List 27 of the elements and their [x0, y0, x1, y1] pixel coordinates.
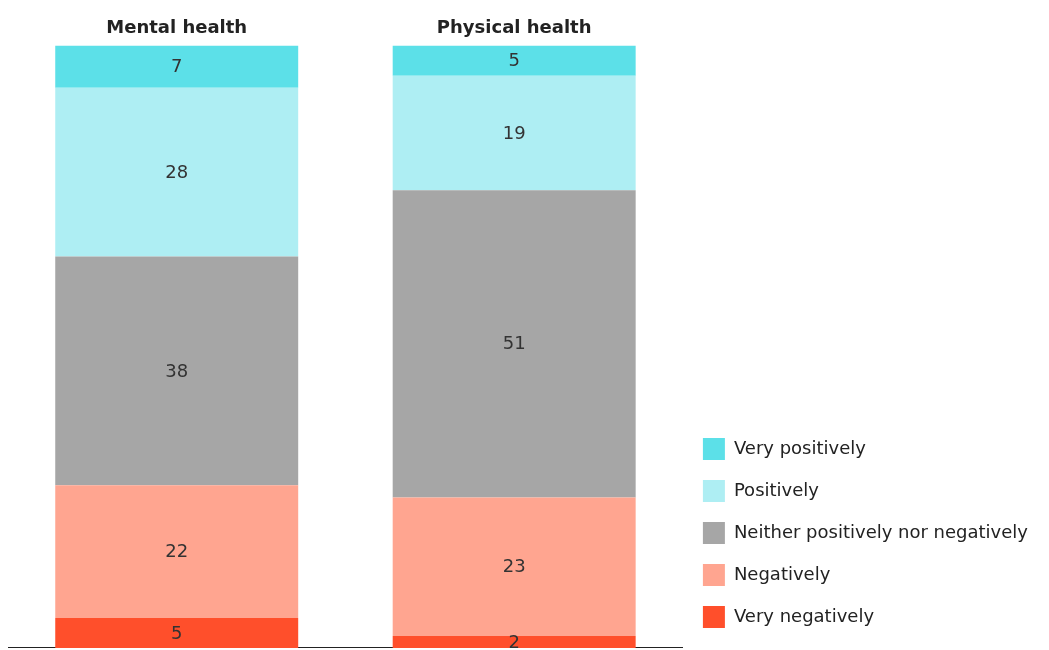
- data-label: 51: [502, 332, 526, 354]
- bar: [55, 485, 299, 618]
- bar: [55, 256, 299, 486]
- bar: [392, 635, 636, 648]
- bar: [392, 497, 636, 636]
- bar: [392, 45, 636, 76]
- x-tick-label: Mental health: [106, 16, 248, 38]
- legend-label: Positively: [733, 478, 820, 500]
- data-label: 5: [171, 621, 183, 643]
- data-label: 19: [502, 121, 526, 143]
- x-tick-label: Physical health: [436, 16, 592, 38]
- data-label: 22: [165, 540, 189, 562]
- data-label: 2: [508, 630, 520, 650]
- legend-label: Negatively: [733, 562, 831, 584]
- data-label: 5: [508, 49, 520, 71]
- bar: [55, 87, 299, 257]
- bar: [392, 75, 636, 191]
- bar: [55, 45, 299, 88]
- legend-label: Very negatively: [733, 604, 875, 626]
- data-label: 7: [171, 55, 183, 77]
- data-label: 28: [165, 160, 189, 182]
- bar: [55, 617, 299, 648]
- bar: [392, 190, 636, 498]
- data-label: 23: [502, 555, 526, 577]
- legend-label: Neither positively nor negatively: [733, 520, 1029, 542]
- data-label: 38: [165, 359, 189, 381]
- legend-label: Very positively: [733, 436, 867, 458]
